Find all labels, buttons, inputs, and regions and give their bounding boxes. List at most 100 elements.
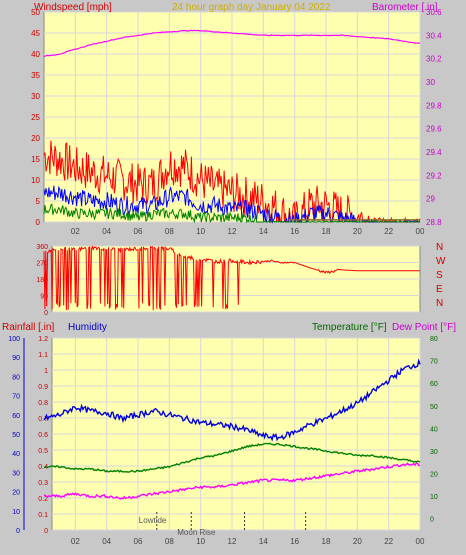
rain-y-tick-label: 0.5 [38,448,48,455]
humidity-y-tick-label: 40 [12,451,20,458]
climate-x-tick-label: 10 [196,537,205,546]
rain-y-tick-label: 1.2 [38,336,48,343]
direction-y-tick-label: 360 [36,244,48,251]
rain-y-tick-label: 1 [44,368,48,375]
climate-x-tick-label: 06 [134,537,143,546]
wind-x-tick-label: 12 [228,227,237,236]
rain-y-tick-label: 0.7 [38,416,48,423]
rain-y-tick-label: 1.1 [38,352,48,359]
wind-y-tick-label: 0 [36,218,41,227]
humidity-y-tick-label: 30 [12,470,20,477]
temperature-axis-title: Temperature [°F] [312,322,387,333]
climate-x-tick-label: 14 [259,537,268,546]
direction-compass-label: S [436,270,443,281]
barometer-axis-title: Barometer [.in] [372,2,438,13]
wind-x-tick-label: 20 [353,227,362,236]
rain-y-tick-label: 0.4 [38,464,48,471]
wind-y-tick-label: 5 [36,197,41,206]
wind-x-tick-label: 14 [259,227,268,236]
wind-y-tick-label: 45 [31,29,40,38]
direction-y-tick-label: 270 [36,261,48,268]
rain-y-tick-label: 0.9 [38,384,48,391]
wind-series-windspeed-gust [43,140,421,223]
barometer-y-tick-label: 30.4 [426,31,442,40]
barometer-y-tick-label: 29.2 [426,171,442,180]
humidity-y-tick-label: 80 [12,374,20,381]
rain-y-tick-label: 0.3 [38,480,48,487]
barometer-y-tick-label: 29 [426,195,435,204]
series-temperature [43,442,421,473]
wind-y-tick-label: 50 [31,8,40,17]
wind-x-tick-label: 00 [416,227,425,236]
graph-title: 24 hour graph day January 04 2022 [172,2,331,13]
direction-compass-label: W [436,256,446,267]
humidity-y-tick-label: 90 [12,355,20,362]
direction-y-tick-label: 180 [36,277,48,284]
direction-y-tick-label: 90 [40,294,48,301]
rain-y-tick-label: 0.1 [38,512,48,519]
barometer-y-tick-label: 30 [426,78,435,87]
event-label: Moon Rise [177,528,216,537]
climate-x-tick-label: 16 [290,537,299,546]
climate-x-tick-label: 08 [165,537,174,546]
barometer-series [43,29,421,58]
temperature-y-tick-label: 80 [430,336,438,343]
wind-x-tick-label: 18 [322,227,331,236]
direction-compass-label: N [436,298,443,309]
barometer-y-tick-label: 29.4 [426,148,442,157]
wind-y-tick-label: 35 [31,71,40,80]
temperature-y-tick-label: 10 [430,494,438,501]
direction-y-tick-label: 0 [44,310,48,317]
barometer-y-tick-label: 30.6 [426,8,442,17]
barometer-y-tick-label: 28.8 [426,218,442,227]
barometer-y-tick-label: 29.6 [426,125,442,134]
climate-x-tick-label: 20 [353,537,362,546]
humidity-y-tick-label: 60 [12,413,20,420]
temperature-y-tick-label: 40 [430,426,438,433]
humidity-axis-title: Humidity [68,322,107,333]
temperature-y-tick-label: 20 [430,472,438,479]
rain-y-tick-label: 0.2 [38,496,48,503]
temperature-y-tick-label: 50 [430,404,438,411]
barometer-y-tick-label: 30.2 [426,55,442,64]
temperature-y-tick-label: 0 [430,517,434,524]
wind-x-tick-label: 04 [102,227,111,236]
climate-x-tick-label: 22 [384,537,393,546]
wind-series-windspeed-low [43,203,421,224]
rain-y-tick-label: 0.8 [38,400,48,407]
barometer-y-tick-label: 29.8 [426,101,442,110]
direction-compass-label: N [436,242,443,253]
windspeed-axis-title: Windspeed [mph] [34,2,112,13]
climate-x-tick-label: 18 [322,537,331,546]
rainfall-axis-title: Rainfall [.in] [2,322,54,333]
humidity-y-tick-label: 100 [8,336,20,343]
wind-y-tick-label: 10 [31,176,40,185]
temperature-y-tick-label: 30 [430,449,438,456]
humidity-y-tick-label: 20 [12,490,20,497]
wind-x-tick-label: 22 [384,227,393,236]
humidity-y-tick-label: 0 [16,528,20,535]
humidity-y-tick-label: 10 [12,509,20,516]
climate-x-tick-label: 12 [228,537,237,546]
wind-x-tick-label: 06 [134,227,143,236]
rain-y-tick-label: 0 [44,528,48,535]
wind-x-tick-label: 16 [290,227,299,236]
climate-x-tick-label: 00 [416,537,425,546]
climate-x-tick-label: 04 [102,537,111,546]
wind-x-tick-label: 02 [71,227,80,236]
humidity-y-tick-label: 70 [12,394,20,401]
direction-series [43,245,420,311]
event-label: Lowtide [139,516,167,525]
series-dew-point [43,462,421,500]
wind-y-tick-label: 30 [31,92,40,101]
temperature-y-tick-label: 60 [430,381,438,388]
wind-y-tick-label: 40 [31,50,40,59]
temperature-y-tick-label: 70 [430,359,438,366]
wind-y-tick-label: 20 [31,134,40,143]
rain-y-tick-label: 0.6 [38,432,48,439]
wind-x-tick-label: 10 [196,227,205,236]
climate-x-tick-label: 02 [71,537,80,546]
dewpoint-axis-title: Dew Point [°F] [392,322,456,333]
